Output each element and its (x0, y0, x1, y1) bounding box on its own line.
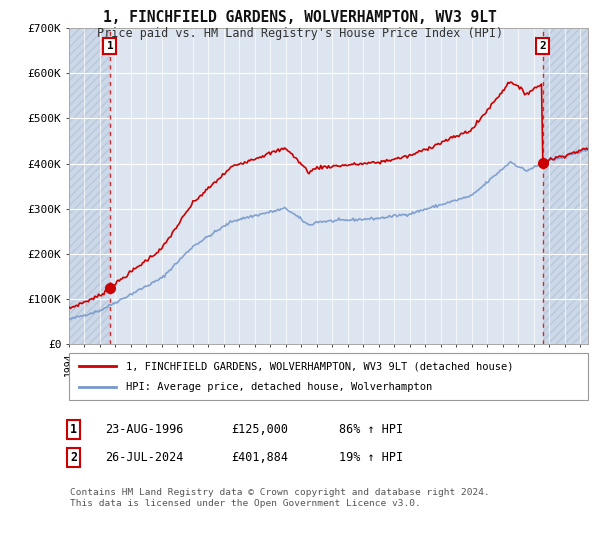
Text: 1: 1 (70, 423, 77, 436)
FancyBboxPatch shape (69, 353, 588, 400)
Text: 19% ↑ HPI: 19% ↑ HPI (339, 451, 403, 464)
Text: £401,884: £401,884 (231, 451, 288, 464)
Text: £125,000: £125,000 (231, 423, 288, 436)
Text: 23-AUG-1996: 23-AUG-1996 (105, 423, 184, 436)
Text: 1, FINCHFIELD GARDENS, WOLVERHAMPTON, WV3 9LT (detached house): 1, FINCHFIELD GARDENS, WOLVERHAMPTON, WV… (126, 361, 514, 371)
Text: 26-JUL-2024: 26-JUL-2024 (105, 451, 184, 464)
Text: 1: 1 (107, 41, 113, 51)
Bar (69, 28, 110, 344)
Bar (542, 28, 588, 344)
Text: 86% ↑ HPI: 86% ↑ HPI (339, 423, 403, 436)
Text: Contains HM Land Registry data © Crown copyright and database right 2024.
This d: Contains HM Land Registry data © Crown c… (70, 488, 490, 508)
Text: Price paid vs. HM Land Registry's House Price Index (HPI): Price paid vs. HM Land Registry's House … (97, 27, 503, 40)
Text: HPI: Average price, detached house, Wolverhampton: HPI: Average price, detached house, Wolv… (126, 382, 433, 392)
Text: 2: 2 (70, 451, 77, 464)
Text: 1, FINCHFIELD GARDENS, WOLVERHAMPTON, WV3 9LT: 1, FINCHFIELD GARDENS, WOLVERHAMPTON, WV… (103, 10, 497, 25)
Text: 2: 2 (539, 41, 546, 51)
